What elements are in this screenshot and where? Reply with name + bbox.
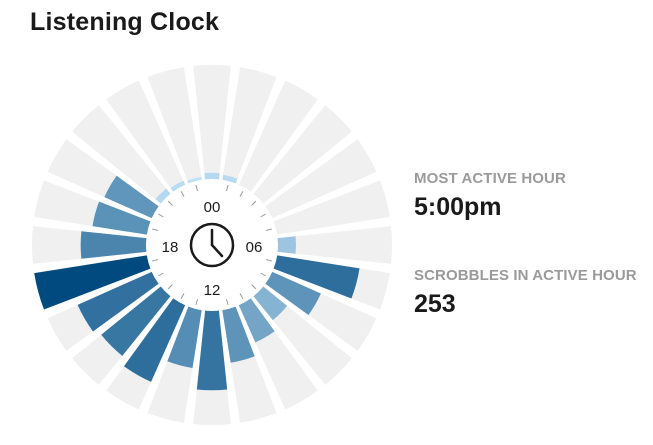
scrobbles-active-hour-label: SCROBBLES IN ACTIVE HOUR [414,267,637,284]
clock-tick-22 [180,191,185,197]
scrobbles-active-hour-stat: SCROBBLES IN ACTIVE HOUR 253 [414,267,637,319]
hour-label-06: 06 [246,239,263,256]
hour-bar-11[interactable] [222,306,255,363]
most-active-hour-value: 5:00pm [414,193,502,221]
clock-tick-02 [239,191,244,197]
clock-tick-04 [260,213,266,218]
hour-bar-01[interactable] [222,174,238,184]
clock-tick-13 [195,298,198,306]
hour-track-06 [277,226,392,264]
hour-bar-21[interactable] [155,188,171,204]
clock-tick-05 [265,228,273,231]
clock-tick-23 [195,184,198,192]
hour-bar-07[interactable] [273,255,360,299]
clock-tick-03 [251,200,257,206]
hour-bar-08[interactable] [265,271,321,316]
clock-tick-10 [239,293,244,299]
clock-tick-16 [158,272,164,277]
hour-bar-20[interactable] [104,175,159,219]
hour-bar-00[interactable] [204,172,220,180]
hour-track-05 [273,180,390,235]
hour-track-01 [222,67,277,184]
hour-track-23 [147,67,202,184]
clock-tick-20 [158,213,164,218]
hour-bar-19[interactable] [92,201,151,235]
clock-tick-19 [151,228,159,231]
clock-tick-15 [167,284,173,290]
most-active-hour-stat: MOST ACTIVE HOUR 5:00pm [414,170,566,222]
hour-bar-23[interactable] [187,176,202,184]
hour-bar-16[interactable] [77,271,159,332]
hour-bar-13[interactable] [167,306,202,369]
hour-bar-22[interactable] [170,180,186,192]
clock-tick-07 [265,259,273,262]
hour-track-03 [253,105,352,204]
hour-bar-18[interactable] [80,231,147,259]
clock-tick-11 [226,298,229,306]
hour-track-04 [265,139,377,219]
hour-track-02 [238,80,318,192]
clock-tick-01 [226,184,229,192]
hour-bar-10[interactable] [238,298,275,343]
hour-bar-12[interactable] [196,310,228,391]
clock-tick-08 [260,272,266,277]
page-title: Listening Clock [30,8,220,36]
hour-bar-17[interactable] [34,255,151,310]
hour-track-21 [72,105,171,204]
clock-tick-17 [151,259,159,262]
clock-ticks [151,184,273,306]
hour-label-00: 00 [204,199,221,216]
hour-bar-15[interactable] [101,286,171,356]
most-active-hour-label: MOST ACTIVE HOUR [414,170,566,187]
hour-bar-09[interactable] [253,286,288,321]
hour-track-00 [193,65,231,180]
hour-label-18: 18 [162,239,179,256]
hour-label-12: 12 [204,282,221,299]
clock-tick-09 [251,284,257,290]
clock-tick-21 [167,200,173,206]
hour-track-22 [106,80,186,192]
hour-bar-06[interactable] [277,236,297,254]
clock-tick-14 [180,293,185,299]
hour-bar-14[interactable] [123,298,186,382]
hour-bars [34,172,360,391]
clock-icon [189,222,235,268]
scrobbles-active-hour-value: 253 [414,290,456,318]
